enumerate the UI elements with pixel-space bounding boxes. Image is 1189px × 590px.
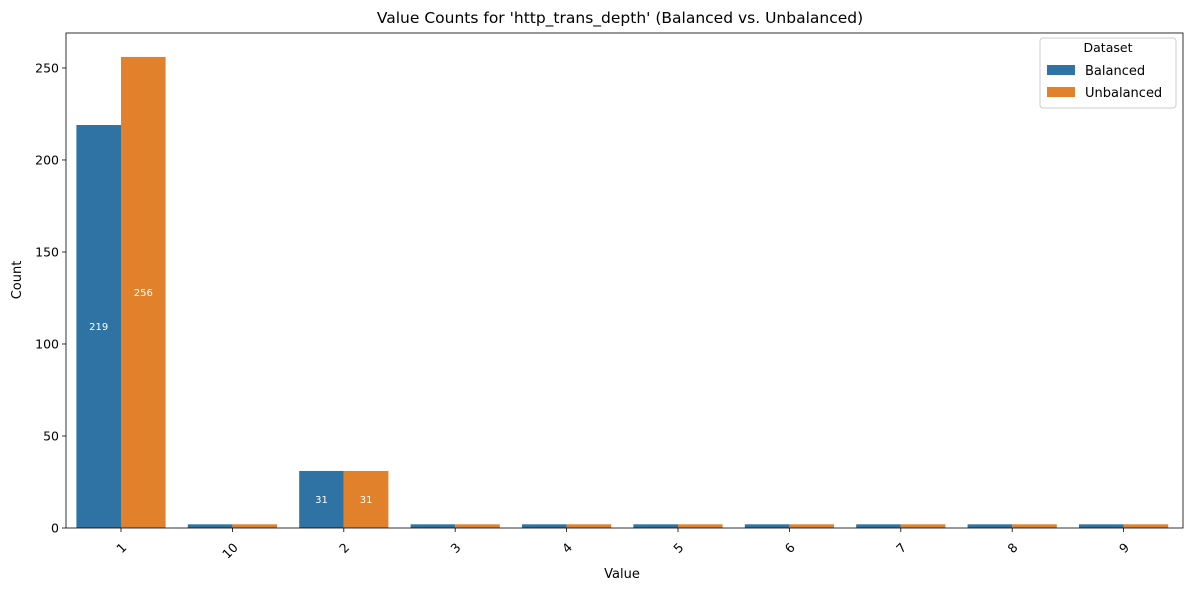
bar-2-balanced <box>299 470 344 528</box>
x-tick-label: 7 <box>893 540 909 556</box>
x-tick-label: 9 <box>1116 540 1132 556</box>
x-tick-label: 1 <box>113 540 129 556</box>
bar-7-balanced <box>856 524 901 528</box>
x-axis-label: Value <box>604 567 640 582</box>
bar-9-balanced <box>1079 524 1124 528</box>
bar-4-unbalanced <box>566 524 612 528</box>
legend-label-unbalanced: Unbalanced <box>1085 86 1162 101</box>
x-tick-label: 3 <box>447 540 463 556</box>
axes-frame <box>65 32 1184 529</box>
data-label: 256 <box>134 288 153 299</box>
y-axis-label: Count <box>10 261 25 300</box>
y-tick-label: 150 <box>35 244 59 259</box>
bar-5-unbalanced <box>678 524 723 528</box>
x-tick-label: 2 <box>336 540 352 556</box>
data-label: 31 <box>315 495 328 506</box>
x-tick-label: 10 <box>219 540 241 562</box>
bar-3-balanced <box>410 524 456 528</box>
x-tick-label: 5 <box>670 540 686 556</box>
y-tick-label: 0 <box>51 521 59 536</box>
bar-8-unbalanced <box>1012 524 1057 528</box>
y-tick-label: 50 <box>43 428 59 443</box>
chart-title: Value Counts for 'http_trans_depth' (Bal… <box>377 9 863 28</box>
data-label: 219 <box>89 322 108 333</box>
y-tick-label: 200 <box>35 152 59 167</box>
bar-2-unbalanced <box>343 470 389 528</box>
legend-label-balanced: Balanced <box>1085 64 1145 79</box>
legend-title: Dataset <box>1084 40 1133 55</box>
data-label: 31 <box>360 495 373 506</box>
plot-area: 0 50 100 150 200 250 219 256 31 31 1 10 2 3 4 5 6 7 8 9 <box>35 56 1169 562</box>
y-tick-label: 100 <box>35 336 59 351</box>
bar-7-unbalanced <box>900 524 946 528</box>
x-tick-label: 4 <box>559 540 575 556</box>
bar-6-unbalanced <box>789 524 834 528</box>
y-tick-label: 250 <box>35 60 59 75</box>
legend-swatch-balanced <box>1047 65 1075 75</box>
bar-1-unbalanced <box>121 56 166 528</box>
bar-9-unbalanced <box>1123 524 1169 528</box>
legend: Dataset Balanced Unbalanced <box>1039 37 1177 109</box>
bar-3-unbalanced <box>455 524 500 528</box>
bar-8-balanced <box>967 524 1013 528</box>
bar-1-balanced <box>76 125 121 528</box>
bar-5-balanced <box>633 524 678 528</box>
x-tick-label: 6 <box>782 540 798 556</box>
bar-10-balanced <box>187 524 233 528</box>
bar-10-unbalanced <box>232 524 277 528</box>
bar-6-balanced <box>744 524 790 528</box>
x-tick-label: 8 <box>1004 540 1020 556</box>
bar-4-balanced <box>522 524 567 528</box>
legend-swatch-unbalanced <box>1047 87 1075 97</box>
